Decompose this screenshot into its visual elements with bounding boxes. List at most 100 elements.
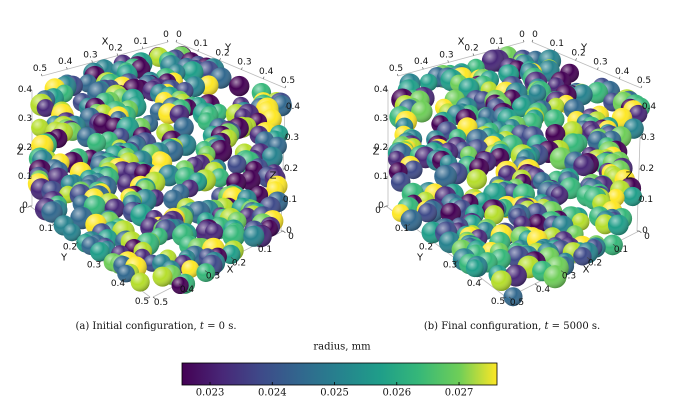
tick-mark xyxy=(99,260,103,263)
tick-mark xyxy=(116,53,118,56)
tick-mark xyxy=(41,73,43,77)
axis-label: X xyxy=(458,37,465,48)
tick-label: 0 xyxy=(22,201,28,211)
caption-text: = 5000 s. xyxy=(549,321,601,332)
caption: (b) Final configuration, t = 5000 s. xyxy=(424,321,600,332)
colorbar-tick-label: 0.027 xyxy=(445,388,474,399)
tick-label: 0.3 xyxy=(443,261,457,271)
axis-label: Z xyxy=(17,147,24,158)
colorbar-tick-label: 0.024 xyxy=(258,388,287,399)
tick-label: 0.1 xyxy=(614,245,628,255)
tick-label: 0.3 xyxy=(18,114,32,124)
tick-label: 0.5 xyxy=(135,297,149,307)
tick-mark xyxy=(204,270,208,273)
tick-label: 0.4 xyxy=(642,102,657,112)
sphere-shade xyxy=(503,287,523,307)
axis-label: X xyxy=(583,265,590,276)
tick-label: 0.3 xyxy=(285,133,299,143)
tick-label: 0.1 xyxy=(490,37,504,47)
tick-mark xyxy=(612,243,616,247)
sphere-shade xyxy=(400,209,423,231)
tick-label: 0.2 xyxy=(18,143,32,153)
tick-label: 0.5 xyxy=(637,76,651,86)
tick-label: 0.1 xyxy=(395,224,409,234)
tick-mark xyxy=(455,260,459,263)
tick-label: 0.5 xyxy=(491,297,505,307)
tick-label: 0.2 xyxy=(215,48,229,58)
tick-label: 0.3 xyxy=(439,50,453,60)
panel: 0 0.1 0.2 0.3 0.4 0.5 X 0 0.1 0.2 0.3 0.4 0.5 Y 0 0.1 0.… xyxy=(17,30,301,332)
sphere-shade xyxy=(227,154,247,174)
tick-mark xyxy=(422,67,424,70)
tick-mark xyxy=(553,48,555,52)
tick-label: 0 xyxy=(378,201,384,211)
sphere-shade xyxy=(90,242,110,262)
sphere-shade xyxy=(117,264,135,283)
tick-mark xyxy=(282,230,286,234)
colorbar xyxy=(181,362,498,386)
tick-label: 0.1 xyxy=(194,39,208,49)
tick-label: 0 xyxy=(163,30,169,40)
tick-label: 0.3 xyxy=(83,50,97,60)
tick-label: 0.5 xyxy=(154,298,168,308)
tick-mark xyxy=(175,39,178,43)
sphere-shade xyxy=(419,73,438,92)
tick-mark xyxy=(531,39,534,43)
axis-label: X xyxy=(102,37,109,48)
sphere-shade xyxy=(261,146,283,168)
sphere-shade xyxy=(205,223,224,242)
sphere-shade xyxy=(87,133,107,152)
tick-mark xyxy=(147,296,151,299)
sphere-shade xyxy=(417,203,438,223)
tick-label: 0.4 xyxy=(286,102,301,112)
tick-label: 0.1 xyxy=(550,39,564,49)
tick-mark xyxy=(534,283,538,286)
sphere-shade xyxy=(545,124,566,144)
sphere-shade xyxy=(411,100,433,123)
sphere-shade xyxy=(63,223,81,242)
tick-label: 0.4 xyxy=(414,57,429,67)
sphere-shade xyxy=(543,265,567,289)
sphere-shade xyxy=(209,139,233,163)
tick-label: 0.5 xyxy=(389,64,403,74)
sphere-shade xyxy=(181,260,200,279)
tick-label: 0.4 xyxy=(259,67,274,77)
axis-label: Z xyxy=(626,171,633,182)
sphere-shade xyxy=(31,118,49,137)
caption: (a) Initial configuration, t = 0 s. xyxy=(75,321,236,332)
tick-label: 0.4 xyxy=(536,285,551,295)
tick-label: 0.3 xyxy=(593,58,607,68)
sphere-shade xyxy=(573,247,592,266)
sphere-shade xyxy=(544,109,565,130)
tick-label: 0 xyxy=(288,232,294,242)
sphere-shade xyxy=(607,214,629,236)
tick-mark xyxy=(241,67,243,70)
tick-mark xyxy=(152,296,156,300)
sphere-shade xyxy=(434,164,457,188)
tick-mark xyxy=(431,242,435,245)
tick-label: 0.3 xyxy=(641,133,655,143)
box-edge xyxy=(175,41,286,89)
tick-label: 0.1 xyxy=(639,195,653,205)
tick-label: 0.2 xyxy=(284,164,298,174)
axis-label: Y xyxy=(60,253,68,264)
tick-label: 0.4 xyxy=(180,285,195,295)
tick-mark xyxy=(75,242,79,245)
tick-mark xyxy=(27,205,31,208)
tick-label: 0.2 xyxy=(640,164,654,174)
sphere-shade xyxy=(171,276,189,294)
sphere-shade xyxy=(465,259,484,278)
tick-mark xyxy=(575,58,577,61)
sphere-shade xyxy=(36,99,55,117)
tick-label: 0.3 xyxy=(206,272,220,282)
tick-label: 0.5 xyxy=(33,64,47,74)
tick-mark xyxy=(472,53,474,56)
tick-mark xyxy=(91,60,93,63)
axis-label: Y xyxy=(580,43,588,54)
tick-label: 0 xyxy=(644,232,650,242)
caption-text: = 0 s. xyxy=(204,321,237,332)
sphere-shade xyxy=(222,224,246,248)
tick-label: 0.1 xyxy=(39,224,53,234)
tick-label: 0.2 xyxy=(374,143,388,153)
